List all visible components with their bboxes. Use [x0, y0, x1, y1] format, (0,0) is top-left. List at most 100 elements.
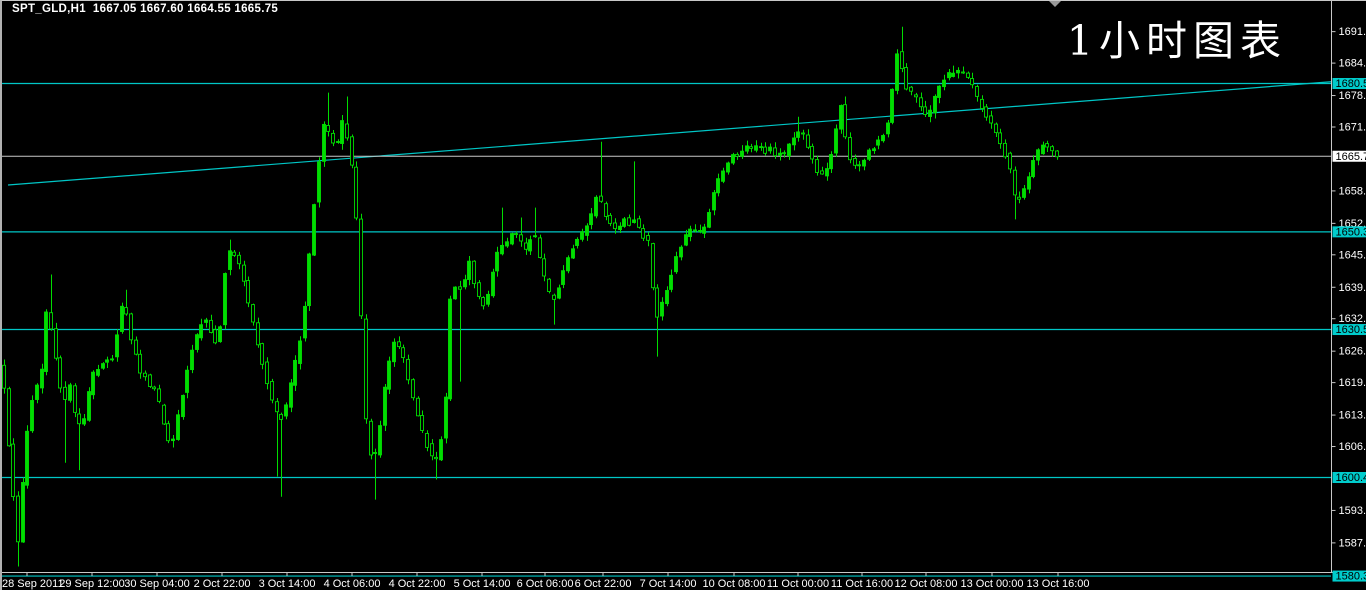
bull-candle	[759, 146, 763, 149]
bear-candle	[810, 145, 814, 160]
time-label: 6 Oct 06:00	[517, 578, 574, 590]
bull-candle	[796, 131, 800, 138]
bear-candle	[989, 115, 993, 124]
bear-candle	[260, 343, 264, 365]
bull-candle	[195, 334, 199, 350]
bear-candle	[542, 258, 546, 277]
price-label: 1678.10	[1339, 90, 1366, 102]
bull-candle	[486, 293, 490, 305]
bull-candle	[510, 233, 514, 245]
bear-candle	[1008, 152, 1012, 170]
bull-candle	[632, 219, 636, 223]
bear-candle	[162, 404, 166, 425]
symbol-ohlc-title: SPT_GLD,H1 1667.05 1667.60 1664.55 1665.…	[12, 3, 279, 15]
bear-candle	[914, 94, 918, 98]
price-label: 1684.70	[1339, 58, 1366, 70]
bear-candle	[655, 287, 659, 318]
bull-candle	[669, 274, 673, 290]
price-label: 1626.10	[1339, 346, 1366, 358]
bear-candle	[401, 347, 405, 359]
bear-candle	[998, 132, 1002, 145]
bull-candle	[340, 120, 344, 144]
bear-candle	[1050, 146, 1054, 152]
bear-candle	[970, 78, 974, 86]
bear-candle	[538, 237, 542, 258]
bear-candle	[143, 372, 147, 378]
bull-candle	[594, 196, 598, 217]
bear-candle	[815, 159, 819, 173]
bear-candle	[900, 51, 904, 70]
time-label: 28 Sep 2011	[2, 578, 64, 590]
bull-candle	[1036, 149, 1040, 161]
bull-candle	[185, 369, 189, 393]
bear-candle	[980, 98, 984, 109]
bear-candle	[646, 235, 650, 241]
bull-candle	[745, 145, 749, 152]
price-label: 1680.55	[1336, 78, 1366, 90]
time-label: 2 Oct 22:00	[194, 578, 251, 590]
bull-candle	[303, 305, 307, 339]
price-label: 1671.70	[1339, 122, 1366, 134]
bear-candle	[166, 423, 170, 442]
bear-candle	[806, 134, 810, 148]
bear-candle	[853, 158, 857, 166]
bear-candle	[552, 294, 556, 300]
bull-candle	[726, 162, 730, 173]
bear-candle	[397, 341, 401, 348]
bull-candle	[495, 251, 499, 272]
bull-candle	[768, 146, 772, 152]
bear-candle	[519, 234, 523, 242]
bull-candle	[387, 360, 391, 390]
bull-candle	[68, 384, 72, 401]
bull-candle	[778, 152, 782, 156]
bull-candle	[533, 235, 537, 238]
bull-candle	[25, 430, 29, 486]
bull-candle	[660, 301, 664, 317]
time-label: 5 Oct 14:00	[454, 578, 511, 590]
bull-candle	[120, 305, 124, 332]
bull-candle	[862, 159, 866, 167]
time-label: 4 Oct 22:00	[389, 578, 446, 590]
bear-candle	[232, 251, 236, 256]
bear-candle	[331, 132, 335, 144]
bear-candle	[651, 243, 655, 289]
bull-candle	[392, 341, 396, 363]
bear-candle	[608, 214, 612, 224]
bull-candle	[218, 326, 222, 343]
price-label: 1691.10	[1339, 26, 1366, 38]
bull-candle	[867, 149, 871, 160]
price-label: 1639.10	[1339, 282, 1366, 294]
bear-candle	[1045, 143, 1049, 148]
bull-candle	[289, 382, 293, 408]
bear-candle	[801, 132, 805, 135]
bull-candle	[21, 482, 25, 543]
bull-candle	[176, 414, 180, 440]
bear-candle	[416, 397, 420, 417]
bull-candle	[585, 225, 589, 236]
bull-candle	[679, 246, 683, 258]
bear-candle	[16, 495, 20, 543]
bear-candle	[966, 72, 970, 78]
y-axis: 1691.10 1684.70 1680.551678.10 1671.70 1665.…	[1331, 26, 1366, 583]
bull-candle	[284, 404, 288, 417]
bear-candle	[11, 443, 15, 498]
bear-candle	[975, 86, 979, 97]
bull-candle	[721, 170, 725, 182]
bull-candle	[1041, 144, 1045, 155]
bull-candle	[575, 238, 579, 246]
bull-candle	[448, 298, 452, 400]
current-price-label	[1332, 150, 1366, 162]
bear-candle	[984, 106, 988, 118]
bear-candle	[246, 280, 250, 304]
bull-candle	[383, 386, 387, 426]
chart-shift-marker-icon	[1049, 1, 1061, 7]
bear-candle	[209, 319, 213, 333]
bear-candle	[237, 254, 241, 265]
support-resistance-lines	[2, 82, 1331, 577]
trendline	[7, 81, 1332, 186]
bull-candle	[937, 85, 941, 98]
bear-candle	[763, 146, 767, 154]
bull-candle	[566, 257, 570, 272]
